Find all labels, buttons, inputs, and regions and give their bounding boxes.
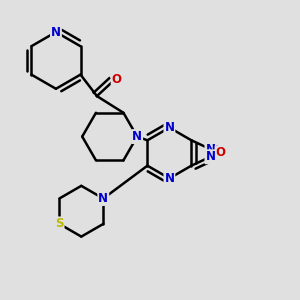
Text: N: N: [132, 130, 142, 143]
Text: N: N: [164, 172, 174, 185]
Text: N: N: [206, 150, 215, 163]
Text: N: N: [51, 26, 61, 38]
Text: S: S: [55, 218, 64, 230]
Text: N: N: [206, 143, 215, 156]
Text: N: N: [98, 192, 108, 205]
Text: N: N: [164, 121, 174, 134]
Text: O: O: [216, 146, 226, 160]
Text: O: O: [112, 74, 122, 86]
